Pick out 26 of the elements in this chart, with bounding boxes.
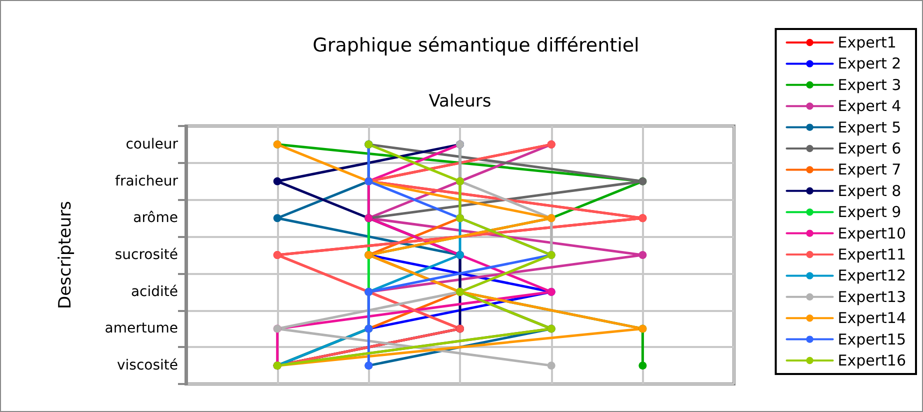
x-axis-title: Valeurs [428,92,492,112]
y-tick-label: arôme [133,210,178,226]
legend-label: Expert14 [838,309,906,328]
legend-label: Expert 8 [838,182,902,200]
y-tick-label: couleur [126,136,178,152]
legend-label: Expert13 [838,288,906,306]
y-tick-label: amertume [104,320,178,337]
legend-label: Expert 2 [838,54,902,73]
y-tick-label: fraicheur [115,173,178,190]
y-tick-label: acidité [130,284,178,300]
legend-label: Expert12 [838,266,906,285]
legend-label: Expert 5 [838,118,902,136]
chart-title: Graphique sémantique différentiel [312,34,640,56]
legend-label: Expert 7 [838,160,902,179]
legend-label: Expert16 [838,352,906,370]
y-axis-title: Descripteurs [56,200,76,310]
y-tick-label: viscosité [116,358,178,374]
legend-label: Expert 4 [838,97,902,116]
y-tick-label: sucrosité [114,247,178,263]
legend-label: Expert11 [838,246,906,264]
legend-label: Expert10 [838,224,906,242]
legend-label: Expert 9 [838,203,902,222]
legend-label: Expert15 [838,330,906,348]
legend-label: Expert 6 [838,140,902,158]
legend-label: Expert 3 [838,76,902,94]
legend-label: Expert1 [838,34,896,52]
